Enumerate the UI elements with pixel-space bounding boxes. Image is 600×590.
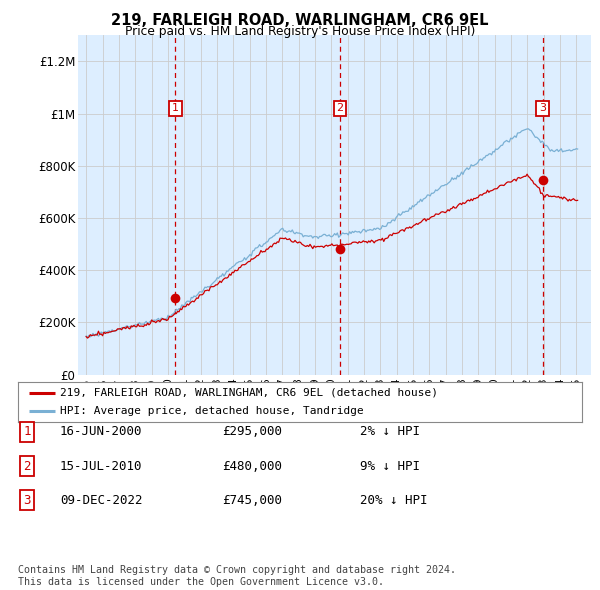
Text: £295,000: £295,000: [222, 425, 282, 438]
Text: 9% ↓ HPI: 9% ↓ HPI: [360, 460, 420, 473]
Text: £745,000: £745,000: [222, 494, 282, 507]
Text: Price paid vs. HM Land Registry's House Price Index (HPI): Price paid vs. HM Land Registry's House …: [125, 25, 475, 38]
Text: 219, FARLEIGH ROAD, WARLINGHAM, CR6 9EL: 219, FARLEIGH ROAD, WARLINGHAM, CR6 9EL: [111, 13, 489, 28]
Text: 16-JUN-2000: 16-JUN-2000: [60, 425, 143, 438]
Text: 20% ↓ HPI: 20% ↓ HPI: [360, 494, 427, 507]
Text: 3: 3: [539, 103, 546, 113]
Text: Contains HM Land Registry data © Crown copyright and database right 2024.
This d: Contains HM Land Registry data © Crown c…: [18, 565, 456, 587]
Text: 3: 3: [23, 494, 31, 507]
Text: 09-DEC-2022: 09-DEC-2022: [60, 494, 143, 507]
Text: HPI: Average price, detached house, Tandridge: HPI: Average price, detached house, Tand…: [60, 406, 364, 416]
Text: 2% ↓ HPI: 2% ↓ HPI: [360, 425, 420, 438]
Text: 2: 2: [337, 103, 344, 113]
Text: 15-JUL-2010: 15-JUL-2010: [60, 460, 143, 473]
Text: 219, FARLEIGH ROAD, WARLINGHAM, CR6 9EL (detached house): 219, FARLEIGH ROAD, WARLINGHAM, CR6 9EL …: [60, 388, 438, 398]
Text: 1: 1: [23, 425, 31, 438]
Text: 2: 2: [23, 460, 31, 473]
Text: 1: 1: [172, 103, 179, 113]
Text: £480,000: £480,000: [222, 460, 282, 473]
